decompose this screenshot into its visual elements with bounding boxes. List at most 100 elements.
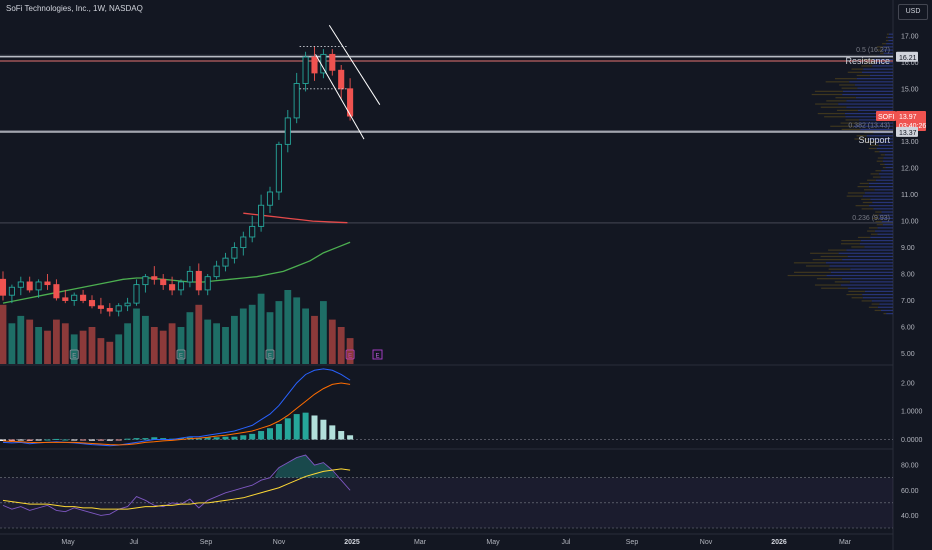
candle-body: [311, 56, 318, 74]
candle-body: [195, 270, 202, 291]
volume-bar: [239, 308, 247, 364]
rsi-axis-tick: 80.00: [901, 463, 919, 470]
candle-body: [240, 236, 247, 249]
rsi-ma-line: [2, 468, 351, 510]
volume-profile-bar: [882, 46, 893, 48]
countdown-label: 03:40:26: [899, 123, 926, 130]
price-label-box: [896, 51, 918, 62]
volume-profile-bar-up: [857, 186, 869, 188]
volume-bar: [26, 319, 34, 364]
candle-body: [258, 204, 265, 227]
candle-body: [26, 281, 33, 291]
price-axis-tick: 16.00: [901, 60, 919, 67]
candle-body: [0, 278, 7, 296]
volume-profile-bar: [882, 224, 893, 226]
volume-profile-bar: [864, 246, 893, 248]
volume-profile-bar: [857, 109, 893, 111]
volume-profile-bar-up: [875, 220, 882, 223]
macd-histogram-bar: [213, 437, 220, 440]
macd-histogram-bar: [142, 438, 149, 440]
volume-profile-bar-up: [814, 90, 843, 92]
volume-profile-bar-up: [820, 106, 847, 108]
candle-body: [231, 247, 238, 259]
volume-bar: [222, 327, 229, 364]
currency-button[interactable]: USD: [898, 4, 928, 20]
volume-profile-bar-up: [851, 68, 864, 70]
volume-profile-bar: [879, 214, 893, 216]
macd-histogram-bar: [133, 438, 140, 440]
price-axis-tick: 11.00: [901, 192, 918, 199]
macd-histogram-bar: [17, 439, 24, 441]
volume-profile-bar-up: [847, 192, 865, 194]
volume-profile-bar: [860, 239, 893, 242]
volume-profile-bar: [859, 243, 893, 245]
volume-profile-bar: [864, 290, 893, 292]
price-axis-tick: 6.00: [901, 324, 915, 331]
price-axis-tick: 10.00: [901, 219, 919, 226]
volume-bar: [97, 338, 105, 364]
volume-profile-bar-up: [851, 246, 865, 248]
volume-profile-bar-up: [859, 182, 869, 185]
macd-axis-tick: 2.00: [901, 380, 915, 387]
volume-profile-bar: [882, 160, 893, 162]
volume-profile-bar: [879, 151, 893, 153]
volume-bar: [257, 293, 265, 364]
volume-profile-bar: [870, 236, 893, 239]
macd-histogram-bar: [151, 437, 158, 440]
candle-body: [8, 286, 15, 296]
candle-body: [151, 276, 158, 280]
earnings-marker: E: [348, 354, 352, 360]
volume-profile-bar-up: [787, 274, 827, 277]
volume-profile-bar-up: [826, 100, 847, 102]
volume-profile-bar-up: [793, 262, 826, 264]
volume-bar: [293, 297, 301, 364]
volume-bar: [266, 312, 274, 364]
macd-pane: [0, 368, 893, 447]
candle-body: [338, 69, 345, 90]
volume-profile-bar: [886, 313, 893, 315]
volume-profile-bar: [883, 52, 893, 54]
volume-profile-bar-up: [876, 160, 883, 162]
last-price-label: 13.97: [899, 114, 917, 121]
candle-body: [169, 284, 176, 291]
volume-profile-bar: [868, 186, 893, 188]
volume-profile-bar-up: [872, 217, 879, 219]
macd-histogram-bar: [0, 439, 6, 441]
volume-profile-bar: [881, 211, 893, 213]
volume-bar: [204, 319, 212, 364]
price-label-box: [896, 126, 918, 137]
ticker-label-box: [876, 111, 896, 122]
volume-profile-bar-up: [810, 252, 839, 254]
earnings-marker-box: [345, 349, 355, 360]
volume-profile-bar: [830, 271, 893, 273]
volume-bar: [88, 327, 96, 364]
channel-upper-line: [328, 25, 381, 105]
time-axis-tick: Mar: [839, 539, 852, 546]
candlesticks: [0, 46, 354, 317]
volume-profile-bar: [861, 71, 893, 73]
macd-histogram-bar: [160, 438, 167, 440]
candle-body: [133, 284, 140, 304]
time-axis-tick: Mar: [414, 539, 427, 546]
volume-profile-bar-up: [825, 81, 850, 83]
macd-histogram-bar: [293, 414, 300, 440]
macd-histogram-bar: [115, 439, 122, 441]
volume-bar: [0, 304, 7, 364]
rsi-pane: [0, 454, 893, 529]
macd-histogram-bar: [44, 439, 51, 441]
volume-profile-bar-up: [861, 300, 872, 302]
volume-profile-bar-up: [867, 230, 875, 232]
price-label: 16.21: [899, 55, 917, 62]
time-axis-tick: Nov: [700, 539, 713, 546]
volume-profile-bar-up: [817, 112, 845, 115]
volume-profile-bar: [869, 74, 893, 77]
earnings-marker: E: [375, 354, 379, 360]
volume-profile-bar: [878, 217, 893, 219]
volume-profile-bar-up: [846, 195, 863, 197]
volume-profile-bar-up: [815, 103, 839, 105]
volume-profile-bar: [860, 128, 893, 131]
volume-profile-bar: [880, 309, 893, 312]
volume-profile-bar: [875, 179, 893, 181]
